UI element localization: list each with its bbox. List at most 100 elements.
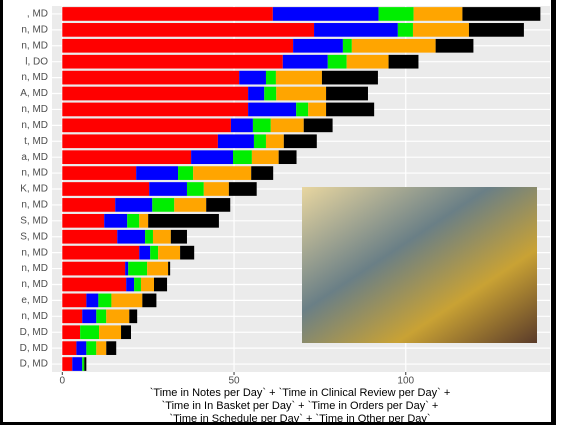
bar-segment xyxy=(435,38,474,53)
y-tick-label: n, MD xyxy=(21,72,48,83)
bar-segment xyxy=(80,325,100,340)
bar-segment xyxy=(62,166,137,180)
y-tick-label: S, MD xyxy=(20,231,48,242)
y-tick-label: n, MD xyxy=(21,168,48,179)
bar-segment xyxy=(148,213,219,228)
bar-segment xyxy=(193,166,252,180)
bar-segment xyxy=(139,245,151,260)
bar-segment xyxy=(168,261,171,276)
bar-segment xyxy=(293,38,343,53)
bar-segment xyxy=(149,182,187,196)
bar-segment xyxy=(62,261,126,276)
y-tick-label: e, MD xyxy=(21,295,48,306)
bar-segment xyxy=(170,229,187,244)
bar-segment xyxy=(378,7,414,21)
bar-segment xyxy=(117,229,146,244)
bar-segment xyxy=(128,261,148,276)
bar-segment xyxy=(248,102,297,117)
bar-segment xyxy=(251,166,274,180)
frame-right xyxy=(551,0,556,425)
bar-segment xyxy=(62,277,127,292)
bar-segment xyxy=(152,198,175,212)
bar-segment xyxy=(252,118,271,133)
y-tick-label: S, MD xyxy=(20,215,48,226)
bar-segment xyxy=(296,102,309,117)
bar-segment xyxy=(86,341,97,355)
bar-segment xyxy=(99,325,122,340)
bar-segment xyxy=(342,38,352,53)
frame-bottom xyxy=(0,422,556,425)
bar-segment xyxy=(303,118,333,133)
bar-segment xyxy=(62,150,192,165)
y-tick-label: n, MD xyxy=(21,25,48,36)
y-tick-label: D, MD xyxy=(20,343,48,354)
bar-segment xyxy=(346,54,389,69)
bar-segment xyxy=(186,182,204,196)
bar-segment xyxy=(413,7,463,21)
bar-segment xyxy=(136,166,179,180)
bar-segment xyxy=(96,309,107,324)
x-tick-label: 50 xyxy=(228,376,240,387)
bar-segment xyxy=(82,357,85,371)
bar-segment xyxy=(206,198,231,212)
bar-segment xyxy=(248,86,265,101)
bar-segment xyxy=(106,341,117,355)
y-tick-label: t, MD xyxy=(24,136,48,147)
bar-segment xyxy=(264,86,277,101)
bar-segment xyxy=(106,309,130,324)
bar-segment xyxy=(351,38,436,53)
bar-segment xyxy=(147,261,169,276)
bar-segment xyxy=(203,182,229,196)
y-tick-label: l, DO xyxy=(25,56,48,67)
bar-segment xyxy=(327,54,347,69)
x-tick-label: 100 xyxy=(397,376,414,387)
bar-segment xyxy=(462,7,541,21)
bar-segment xyxy=(278,150,297,165)
bar-segment xyxy=(326,86,368,101)
bar-segment xyxy=(150,245,159,260)
bar-segment xyxy=(62,182,150,196)
bar-segment xyxy=(104,213,128,228)
bar-segment xyxy=(228,182,257,196)
y-tick-label: n, MD xyxy=(21,279,48,290)
bar-segment xyxy=(62,293,87,308)
bar-segment xyxy=(62,102,249,117)
x-tick-label: 0 xyxy=(60,376,66,387)
x-axis-label: `Time in Schedule per Day` + `Time in Ot… xyxy=(169,413,430,425)
bar-segment xyxy=(142,293,157,308)
bar-segment xyxy=(140,277,155,292)
bar-segment xyxy=(62,229,118,244)
bar-segment xyxy=(282,54,328,69)
y-tick-label: A, MD xyxy=(20,88,48,99)
bar-segment xyxy=(62,357,73,371)
bar-segment xyxy=(321,70,378,85)
bar-segment xyxy=(265,70,276,85)
bar-segment xyxy=(272,7,379,21)
bar-segment xyxy=(62,198,116,212)
y-tick-label: n, MD xyxy=(21,120,48,131)
bar-segment xyxy=(111,293,143,308)
bar-segment xyxy=(283,134,317,149)
bar-segment xyxy=(121,325,131,340)
bar-segment xyxy=(62,7,273,21)
bar-segment xyxy=(115,198,153,212)
bar-segment xyxy=(412,23,469,37)
bar-segment xyxy=(127,213,140,228)
bar-segment xyxy=(468,23,524,37)
y-tick-label: n, MD xyxy=(21,263,48,274)
bar-segment xyxy=(98,293,112,308)
y-tick-label: n, MD xyxy=(21,104,48,115)
bar-segment xyxy=(253,134,266,149)
bar-segment xyxy=(62,341,77,355)
bar-segment xyxy=(308,102,327,117)
bar-segment xyxy=(62,54,283,69)
bar-segment xyxy=(314,23,398,37)
bar-segment xyxy=(72,357,83,371)
bar-segment xyxy=(145,229,153,244)
bar-segment xyxy=(230,118,253,133)
y-tick-label: n, MD xyxy=(21,311,48,322)
bar-segment xyxy=(84,357,87,371)
bar-segment xyxy=(265,134,284,149)
bar-segment xyxy=(326,102,375,117)
